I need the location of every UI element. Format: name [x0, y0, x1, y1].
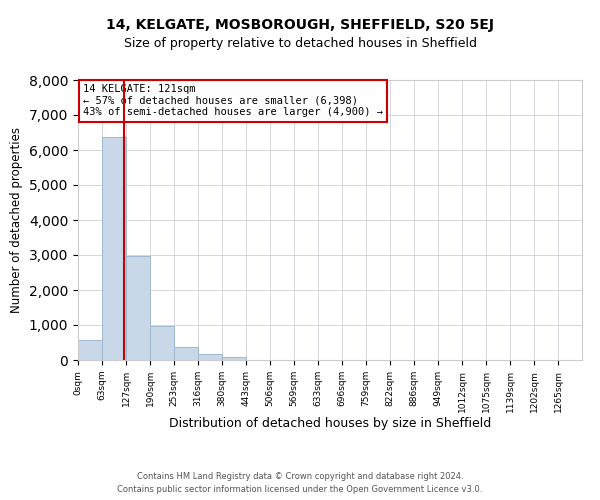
Text: 14, KELGATE, MOSBOROUGH, SHEFFIELD, S20 5EJ: 14, KELGATE, MOSBOROUGH, SHEFFIELD, S20 … — [106, 18, 494, 32]
X-axis label: Distribution of detached houses by size in Sheffield: Distribution of detached houses by size … — [169, 418, 491, 430]
Bar — [78, 340, 102, 360]
Bar — [126, 256, 150, 360]
Bar — [174, 346, 198, 360]
Text: Contains public sector information licensed under the Open Government Licence v3: Contains public sector information licen… — [118, 485, 482, 494]
Bar — [198, 354, 222, 360]
Text: Contains HM Land Registry data © Crown copyright and database right 2024.: Contains HM Land Registry data © Crown c… — [137, 472, 463, 481]
Text: Size of property relative to detached houses in Sheffield: Size of property relative to detached ho… — [124, 38, 476, 51]
Text: 14 KELGATE: 121sqm
← 57% of detached houses are smaller (6,398)
43% of semi-deta: 14 KELGATE: 121sqm ← 57% of detached hou… — [83, 84, 383, 117]
Bar — [222, 357, 246, 360]
Bar — [102, 136, 126, 360]
Bar — [150, 326, 174, 360]
Y-axis label: Number of detached properties: Number of detached properties — [10, 127, 23, 313]
